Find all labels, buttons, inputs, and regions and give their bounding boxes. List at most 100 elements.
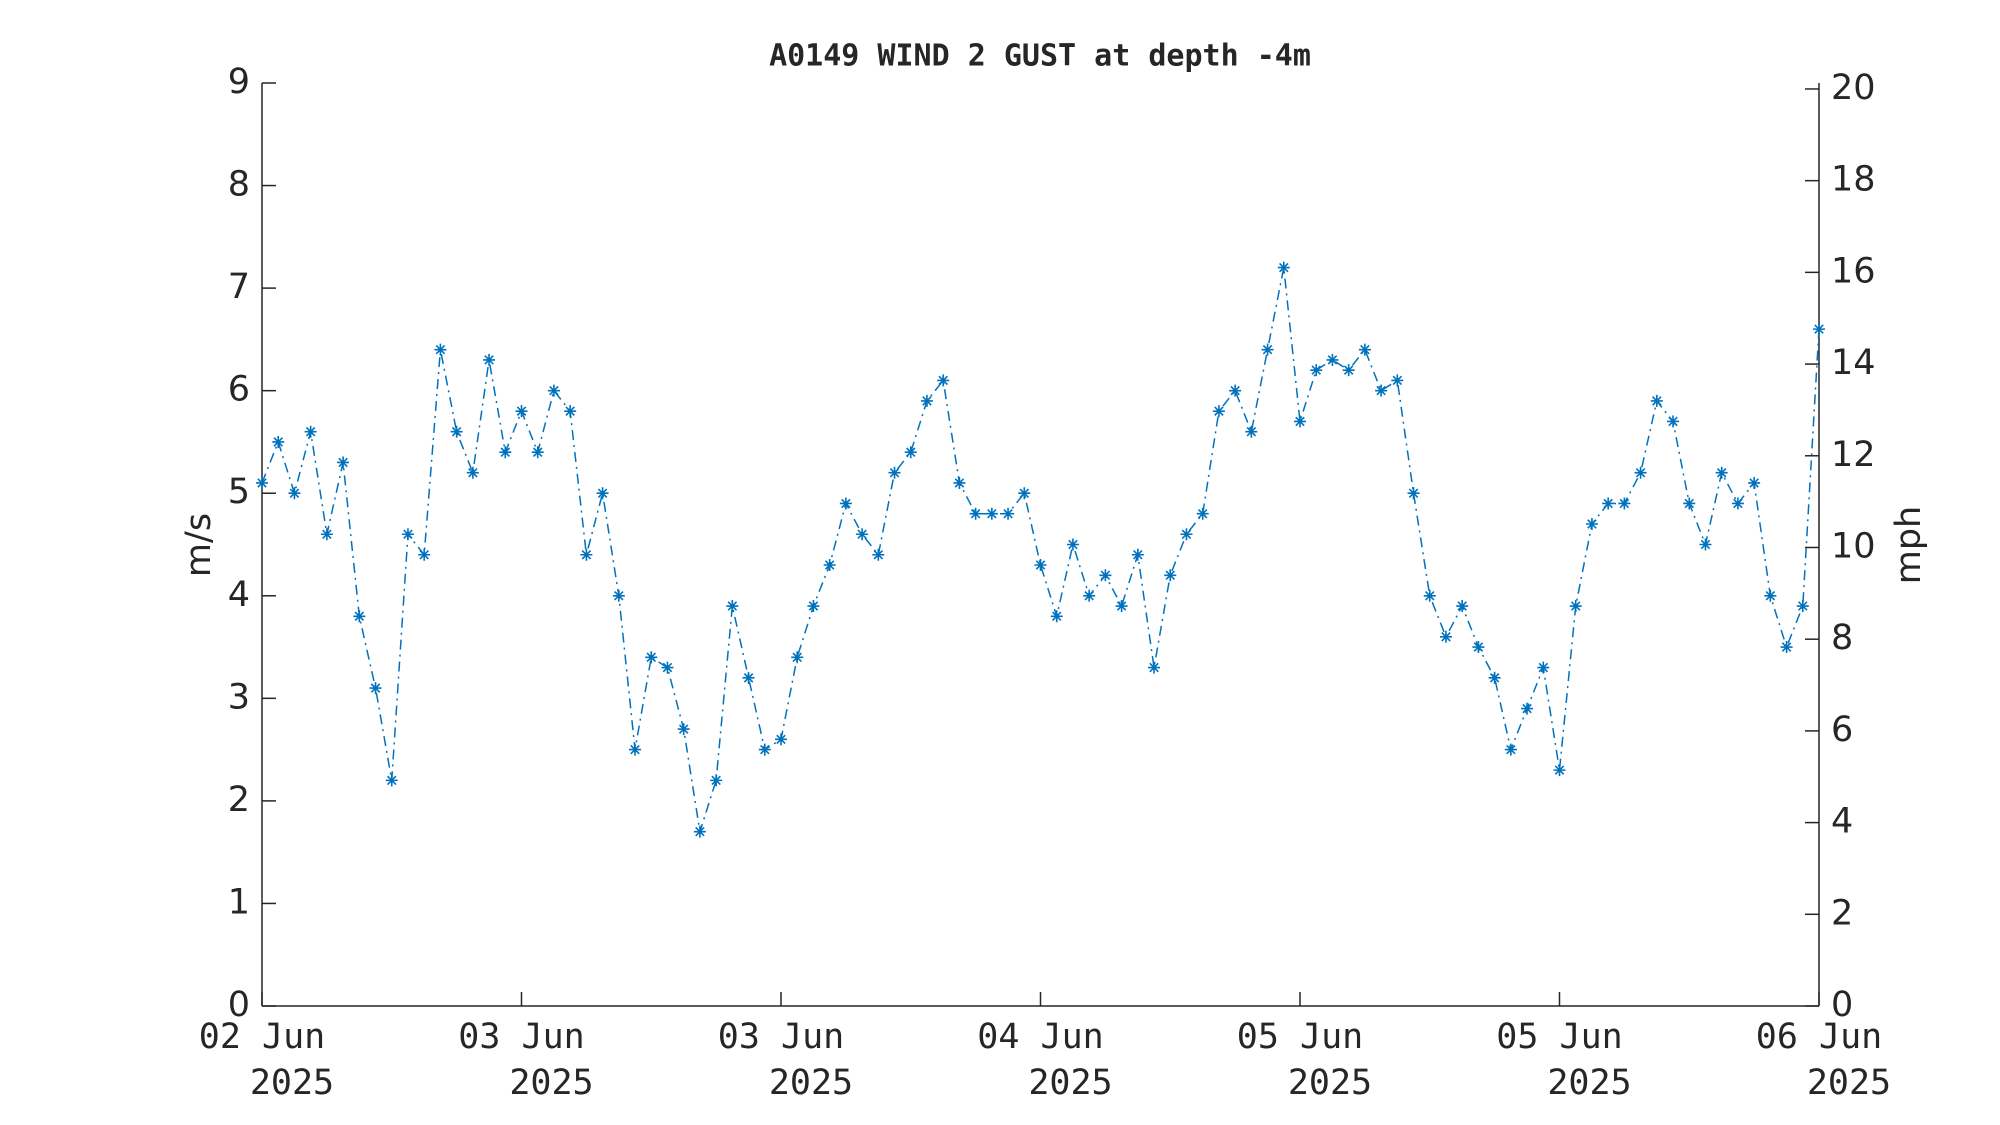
data-marker	[1407, 487, 1420, 500]
data-marker	[1310, 364, 1323, 377]
data-marker	[1342, 364, 1355, 377]
y2-tick-label: 18	[1831, 160, 1876, 200]
data-marker	[1537, 661, 1550, 674]
y-tick-label: 2	[228, 780, 250, 820]
data-marker	[499, 446, 512, 459]
data-marker	[1683, 497, 1696, 510]
data-marker	[1618, 497, 1631, 510]
data-marker	[547, 384, 560, 397]
data-marker	[807, 600, 820, 613]
x-tick-label: 05 Jun 2025	[1496, 1017, 1631, 1103]
data-marker	[1229, 384, 1242, 397]
data-marker	[1018, 487, 1031, 500]
data-marker	[1504, 743, 1517, 756]
y2-tick-label: 12	[1831, 435, 1876, 475]
data-marker	[726, 600, 739, 613]
data-marker	[1358, 343, 1371, 356]
data-marker	[612, 589, 625, 602]
data-marker	[791, 651, 804, 664]
data-marker	[1748, 476, 1761, 489]
data-marker	[1375, 384, 1388, 397]
y2-tick-label: 6	[1831, 710, 1853, 750]
data-marker	[483, 353, 496, 366]
data-marker	[434, 343, 447, 356]
data-marker	[1099, 569, 1112, 582]
data-marker	[1180, 528, 1193, 541]
data-marker	[1796, 600, 1809, 613]
data-marker	[645, 651, 658, 664]
data-marker	[710, 774, 723, 787]
y2-tick-label: 20	[1831, 68, 1876, 108]
data-marker	[872, 548, 885, 561]
data-marker	[1634, 466, 1647, 479]
data-marker	[1196, 507, 1209, 520]
data-marker	[304, 425, 317, 438]
y2-tick-label: 10	[1831, 526, 1876, 566]
data-marker	[1780, 641, 1793, 654]
data-marker	[1650, 394, 1663, 407]
y2-axis-label: mph	[1889, 506, 1929, 585]
data-marker	[904, 446, 917, 459]
data-marker	[953, 476, 966, 489]
data-marker	[1212, 405, 1225, 418]
y-axis-label: m/s	[179, 513, 219, 577]
data-marker	[985, 507, 998, 520]
data-marker	[288, 487, 301, 500]
data-marker	[1277, 261, 1290, 274]
data-marker	[1391, 374, 1404, 387]
data-marker	[969, 507, 982, 520]
y-tick-label: 4	[228, 575, 250, 615]
y2-tick-label: 0	[1831, 985, 1853, 1025]
data-marker	[1066, 538, 1079, 551]
data-marker	[596, 487, 609, 500]
data-marker	[1439, 630, 1452, 643]
data-marker	[256, 476, 268, 489]
data-marker	[1602, 497, 1615, 510]
data-marker	[418, 548, 431, 561]
data-marker	[1245, 425, 1258, 438]
x-tick-label: 05 Jun 2025	[1237, 1017, 1372, 1103]
data-marker	[272, 435, 285, 448]
x-tick-label: 04 Jun 2025	[977, 1017, 1112, 1103]
data-marker	[1521, 702, 1534, 715]
x-tick-label: 03 Jun 2025	[718, 1017, 853, 1103]
series-line	[261, 267, 1820, 832]
y-tick-label: 9	[228, 62, 250, 102]
data-marker	[888, 466, 901, 479]
data-marker	[661, 661, 674, 674]
data-marker	[758, 743, 771, 756]
data-marker	[1083, 589, 1096, 602]
data-marker	[401, 528, 414, 541]
data-marker	[515, 405, 528, 418]
data-marker	[1813, 323, 1825, 336]
y-tick-label: 1	[228, 882, 250, 922]
data-marker	[320, 528, 333, 541]
y2-tick-label: 14	[1831, 343, 1876, 383]
data-marker	[1002, 507, 1015, 520]
data-marker	[1764, 589, 1777, 602]
y2-tick-label: 8	[1831, 618, 1853, 658]
data-marker	[693, 825, 706, 838]
data-marker	[1131, 548, 1144, 561]
x-tick-label: 06 Jun 2025	[1756, 1017, 1891, 1103]
data-marker	[1553, 764, 1566, 777]
data-marker	[1472, 641, 1485, 654]
data-marker	[1148, 661, 1161, 674]
data-marker	[385, 774, 398, 787]
y-tick-label: 8	[228, 165, 250, 205]
y2-tick-label: 2	[1831, 893, 1853, 933]
data-marker	[1164, 569, 1177, 582]
data-marker	[337, 456, 350, 469]
data-marker	[1731, 497, 1744, 510]
data-marker	[1456, 600, 1469, 613]
data-marker	[531, 446, 544, 459]
data-marker	[629, 743, 642, 756]
data-marker	[1569, 600, 1582, 613]
x-tick-label: 03 Jun 2025	[458, 1017, 593, 1103]
data-marker	[1488, 671, 1501, 684]
data-marker	[920, 394, 933, 407]
y2-tick-label: 16	[1831, 251, 1876, 291]
y-tick-label: 5	[228, 472, 250, 512]
data-marker	[775, 733, 787, 746]
